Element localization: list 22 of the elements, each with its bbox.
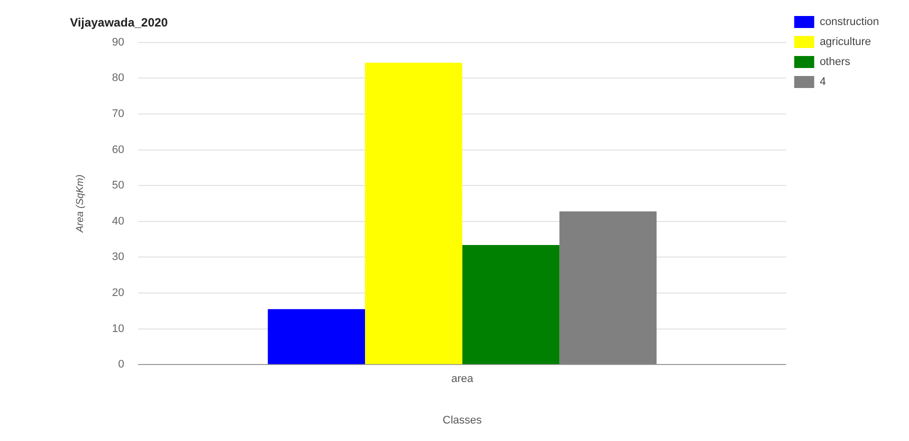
y-tick-label: 40 [112, 215, 124, 228]
y-tick-label: 80 [112, 72, 124, 84]
bar [559, 211, 657, 364]
y-tick-label: 50 [112, 180, 124, 192]
legend-label: 4 [820, 76, 826, 88]
y-tick-label: 60 [112, 144, 124, 156]
legend-label: agriculture [820, 36, 872, 48]
y-axis-title: Area (SqKm) [74, 174, 86, 234]
y-tick-label: 30 [112, 251, 124, 264]
y-tick-label: 90 [112, 36, 124, 48]
y-tick-label: 10 [112, 322, 124, 335]
chart-title: Vijayawada_2020 [70, 16, 168, 30]
x-axis-title: Classes [442, 414, 482, 426]
y-tick-label: 0 [118, 358, 124, 371]
y-tick-label: 70 [112, 108, 124, 120]
bar [365, 62, 462, 364]
x-tick-label: area [451, 373, 474, 386]
y-tick-label: 20 [112, 287, 124, 300]
legend-label: others [820, 56, 851, 68]
legend-label: construction [820, 16, 880, 28]
bar [462, 245, 560, 364]
bar [268, 309, 366, 364]
